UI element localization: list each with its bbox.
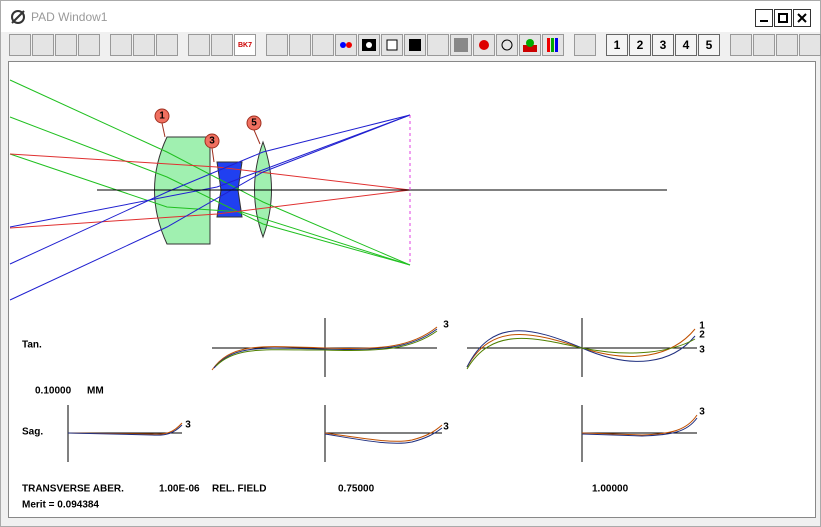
merit: Merit = 0.094384 [22, 500, 99, 511]
sag-label: Sag. [22, 427, 43, 438]
tool-button[interactable] [496, 34, 518, 56]
surface-label: 1 [159, 111, 165, 122]
tool-button[interactable] [133, 34, 155, 56]
tool-button[interactable] [78, 34, 100, 56]
tool-button[interactable] [427, 34, 449, 56]
curve-label: 2 [699, 330, 705, 341]
curve-label: 3 [699, 407, 705, 418]
tool-button[interactable] [574, 34, 596, 56]
tool-button[interactable] [450, 34, 472, 56]
field-value: 0.75000 [338, 484, 375, 495]
tool-button[interactable] [211, 34, 233, 56]
aberration-curves [67, 326, 698, 444]
tool-button[interactable] [730, 34, 752, 56]
title-bar: PAD Window1 [1, 1, 820, 32]
footer-text: TRANSVERSE ABER. [22, 484, 124, 495]
curve-label: 3 [443, 320, 449, 331]
drawing-area: 1 3 5 [8, 61, 816, 518]
ray-bundle [9, 153, 411, 229]
app-icon [11, 10, 25, 24]
tool-button[interactable] [188, 34, 210, 56]
tool-button[interactable] [542, 34, 564, 56]
maximize-button[interactable] [774, 9, 792, 27]
footer-text: 1.00E-06 [159, 484, 200, 495]
tool-button[interactable] [312, 34, 334, 56]
scale-value: 0.10000 [35, 386, 72, 397]
surface-markers [154, 108, 262, 163]
toolbar: BK7 1 2 3 4 5 [9, 34, 821, 60]
scale-unit: MM [87, 386, 104, 397]
config-button[interactable]: 5 [698, 34, 720, 56]
config-button[interactable]: 4 [675, 34, 697, 56]
curve-label: 1 [699, 321, 705, 332]
tool-button[interactable] [473, 34, 495, 56]
tan-label: Tan. [22, 340, 42, 351]
footer-text: REL. FIELD [212, 484, 266, 495]
config-button[interactable]: 3 [652, 34, 674, 56]
tool-button[interactable] [266, 34, 288, 56]
tool-button[interactable] [32, 34, 54, 56]
glass-button[interactable]: BK7 [234, 34, 256, 56]
curve-label: 3 [185, 420, 191, 431]
config-button[interactable]: 2 [629, 34, 651, 56]
tool-button[interactable] [289, 34, 311, 56]
ray-bundle [9, 114, 411, 301]
config-button[interactable]: 1 [606, 34, 628, 56]
tool-button[interactable] [799, 34, 821, 56]
tool-button[interactable] [358, 34, 380, 56]
surface-label: 3 [209, 136, 215, 147]
tool-button[interactable] [110, 34, 132, 56]
curve-label: 3 [443, 422, 449, 433]
tool-button[interactable] [156, 34, 178, 56]
curve-label: 3 [699, 345, 705, 356]
window-title: PAD Window1 [31, 10, 108, 24]
tool-button[interactable] [335, 34, 357, 56]
tool-button[interactable] [776, 34, 798, 56]
minimize-button[interactable] [755, 9, 773, 27]
tool-button[interactable] [55, 34, 77, 56]
tool-button[interactable] [381, 34, 403, 56]
tool-button[interactable] [9, 34, 31, 56]
tool-button[interactable] [519, 34, 541, 56]
pad-canvas: 1 3 5 [9, 79, 705, 511]
surface-label: 5 [251, 118, 257, 129]
field-value: 1.00000 [592, 484, 629, 495]
tool-button[interactable] [753, 34, 775, 56]
close-button[interactable] [793, 9, 811, 27]
ray-bundle [9, 79, 411, 266]
tool-button[interactable] [404, 34, 426, 56]
